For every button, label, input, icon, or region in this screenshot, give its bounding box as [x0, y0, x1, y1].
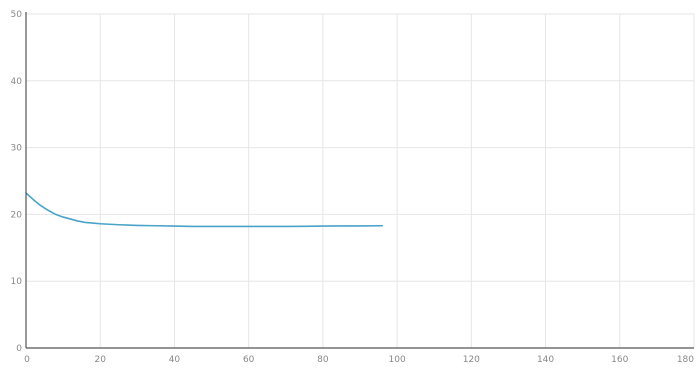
y-tick-label: 20: [11, 210, 23, 220]
x-tick-label: 100: [389, 355, 406, 365]
grid-lines: [26, 13, 695, 348]
x-tick-label: 80: [317, 355, 329, 365]
y-tick-label: 0: [16, 344, 22, 354]
tick-labels: 0 20 40 60 80 100 120 140 160 180 0 10 20 30 40 50: [11, 10, 695, 365]
x-tick-label: 140: [537, 355, 554, 365]
x-tick-label: 180: [677, 355, 694, 365]
y-tick-label: 30: [11, 144, 23, 154]
y-tick-label: 40: [11, 77, 23, 87]
x-tick-label: 0: [24, 355, 30, 365]
x-tick-label: 60: [243, 355, 255, 365]
x-tick-label: 120: [463, 355, 480, 365]
x-tick-label: 160: [611, 355, 628, 365]
x-tick-label: 20: [94, 355, 106, 365]
y-tick-label: 10: [11, 277, 23, 287]
series-layer: [25, 192, 384, 228]
series-line: [25, 192, 384, 228]
x-tick-label: 40: [169, 355, 181, 365]
y-tick-label: 50: [11, 10, 23, 20]
axes: [25, 12, 694, 349]
